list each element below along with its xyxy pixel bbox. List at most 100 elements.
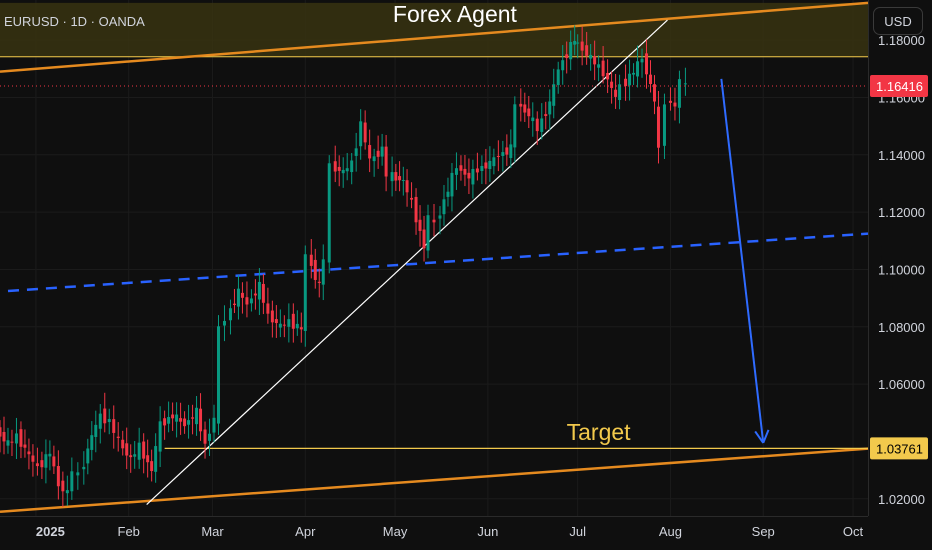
target-label: Target (567, 419, 632, 445)
candle (171, 402, 175, 431)
candle (313, 248, 317, 289)
candle-body (363, 122, 367, 143)
candle-body (565, 54, 569, 59)
candle-body (44, 454, 48, 468)
candle (31, 444, 35, 477)
candle-body (618, 84, 622, 101)
candle (513, 96, 517, 163)
candle-body (253, 293, 257, 296)
candle (380, 133, 384, 166)
candle (390, 156, 394, 197)
candle (548, 89, 552, 131)
candle-body (303, 254, 307, 331)
candle-body (278, 323, 282, 328)
candle (662, 93, 666, 159)
candle (203, 421, 207, 459)
candle-body (384, 146, 388, 177)
price-axis-tick-label: 1.02000 (878, 492, 925, 507)
candle (475, 152, 479, 181)
candle-body (183, 418, 187, 427)
candle-body (475, 168, 479, 173)
candle-body (65, 490, 69, 494)
currency-button[interactable]: USD (873, 7, 923, 35)
candle (628, 59, 632, 101)
candle-body (217, 326, 220, 424)
candle (94, 410, 98, 453)
candle-body (513, 104, 517, 148)
candle-body (274, 319, 278, 324)
candle (52, 445, 56, 475)
candle-body (589, 54, 593, 59)
candle-body (496, 155, 500, 157)
candle-body (597, 64, 601, 68)
candle (636, 45, 640, 88)
candle-body (606, 72, 610, 80)
target-price-badge: 1.03761 (870, 437, 928, 460)
candle (454, 152, 458, 190)
candle-body (354, 148, 358, 156)
time-axis-tick-label: Apr (295, 524, 316, 539)
candle (422, 215, 426, 262)
candle (2, 416, 6, 455)
candle (463, 154, 467, 187)
candle (56, 450, 60, 500)
current-price-badge-bg (870, 75, 928, 97)
candle (438, 206, 442, 235)
candle-body (107, 419, 111, 423)
candle-body (158, 421, 162, 452)
candle (228, 299, 232, 335)
candle (158, 406, 162, 468)
candle-body (569, 42, 573, 60)
candle (509, 129, 513, 169)
candle (501, 140, 505, 172)
candle (146, 439, 150, 478)
candle-body (82, 466, 86, 470)
candle-body (390, 172, 394, 182)
candle-body (601, 60, 605, 77)
candle-body (56, 466, 60, 487)
price-axis-tick-label: 1.18000 (878, 33, 925, 48)
candle-body (270, 310, 274, 323)
candle-body (150, 461, 154, 472)
candle (401, 166, 405, 196)
candle (103, 392, 107, 433)
candle-body (299, 327, 303, 330)
candle (640, 48, 644, 78)
candle-body (410, 197, 414, 200)
candle (535, 111, 539, 145)
candle (261, 273, 265, 315)
candle-body (171, 414, 175, 419)
candle-body (27, 451, 31, 455)
price-axis-tick-label: 1.08000 (878, 320, 925, 335)
candle (317, 268, 321, 298)
time-axis-tick-label: Jun (477, 524, 498, 539)
candle (540, 103, 544, 140)
candle (245, 281, 249, 318)
candle (593, 40, 597, 81)
candle-body (287, 319, 291, 327)
candle-body (640, 58, 644, 63)
candle (212, 404, 216, 443)
candle (418, 205, 422, 247)
candle (426, 204, 430, 259)
candle (656, 90, 660, 164)
candle (199, 393, 203, 441)
candle-body (133, 454, 137, 457)
candle-body (146, 455, 150, 463)
candle (552, 68, 556, 119)
candle-body (668, 100, 672, 103)
candle-body (203, 429, 207, 444)
candle-body (137, 442, 141, 460)
candle-body (313, 259, 317, 280)
price-axis-tick-label: 1.10000 (878, 262, 925, 277)
candle (573, 25, 577, 56)
candle-body (463, 168, 467, 175)
candle (354, 132, 358, 172)
support-trendline (146, 19, 668, 505)
candle (606, 59, 610, 94)
candle (480, 155, 484, 184)
candle (652, 75, 656, 115)
candle (414, 188, 418, 235)
